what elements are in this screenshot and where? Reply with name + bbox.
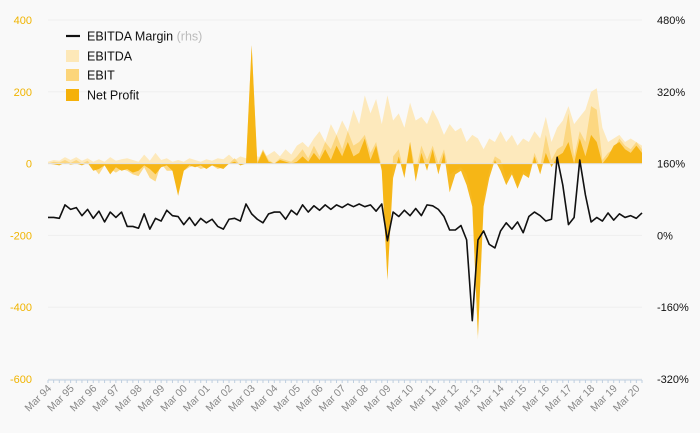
- legend-label-ebitda: EBITDA: [87, 50, 133, 64]
- legend-item-ebit: EBIT: [66, 69, 115, 83]
- legend-label-net-profit: Net Profit: [87, 89, 140, 103]
- legend-label-rhs: (rhs): [177, 30, 203, 44]
- left-tick-label: 200: [14, 87, 32, 99]
- legend: EBITDA Margin (rhs) EBITDA EBIT Net Prof…: [66, 30, 202, 103]
- left-tick-label: -400: [10, 302, 32, 314]
- left-tick-label: -200: [10, 230, 32, 242]
- margin-line-series: [48, 156, 643, 322]
- right-tick-label: 320%: [657, 87, 685, 99]
- legend-item-net-profit: Net Profit: [66, 89, 140, 103]
- legend-swatch-net-profit: [66, 89, 79, 101]
- legend-label-ebit: EBIT: [87, 69, 115, 83]
- right-tick-label: -320%: [657, 374, 689, 386]
- legend-swatch-ebitda: [66, 50, 79, 62]
- legend-label-ebitda-margin: EBITDA Margin (rhs): [87, 30, 202, 44]
- line-ebitda-margin: [48, 156, 643, 322]
- left-tick-label: 400: [14, 15, 32, 27]
- right-tick-label: 0%: [657, 230, 673, 242]
- area-ebitda: [48, 88, 642, 164]
- right-tick-label: 160%: [657, 159, 685, 171]
- legend-item-ebitda: EBITDA: [66, 50, 133, 64]
- left-axis: 400 200 0 -200 -400 -600: [10, 15, 32, 386]
- right-tick-label: -160%: [657, 302, 689, 314]
- right-axis: 480% 320% 160% 0% -160% -320%: [657, 15, 689, 386]
- legend-swatch-ebit: [66, 69, 79, 81]
- right-tick-label: 480%: [657, 15, 685, 27]
- left-tick-label: 0: [26, 159, 32, 171]
- legend-item-ebitda-margin: EBITDA Margin (rhs): [66, 30, 202, 44]
- area-series: [48, 45, 642, 340]
- left-tick-label: -600: [10, 374, 32, 386]
